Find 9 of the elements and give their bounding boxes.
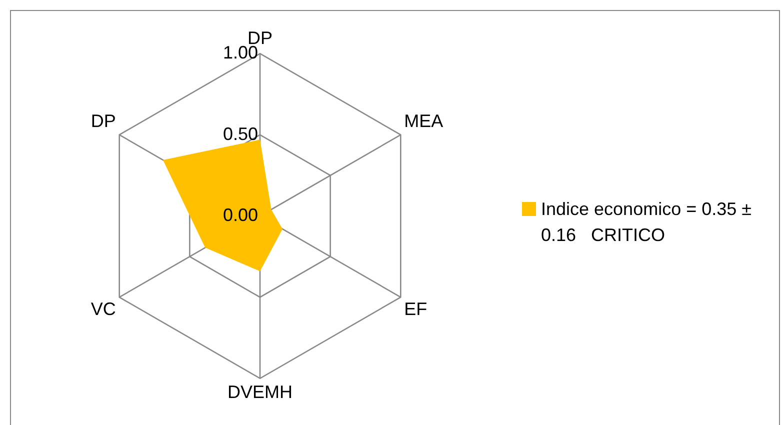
spoke-label: DP xyxy=(90,110,116,131)
y-tick-label: 0.00 xyxy=(222,204,258,225)
spoke-label: MEA xyxy=(404,110,444,131)
spoke-label: DVEMH xyxy=(227,382,293,402)
legend-label: Indice economico = 0.35 ± 0.16 CRITICO xyxy=(541,198,753,247)
spoke-label: VC xyxy=(90,298,116,319)
spoke-label: EF xyxy=(404,298,428,319)
y-tick-label: 1.00 xyxy=(222,42,258,63)
y-tick-label: 0.50 xyxy=(222,124,258,144)
